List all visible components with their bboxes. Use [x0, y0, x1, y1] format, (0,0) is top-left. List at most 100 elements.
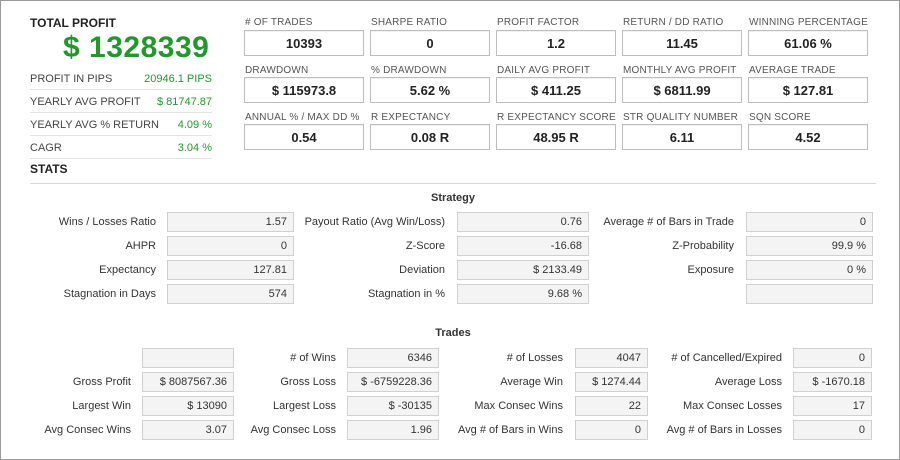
- trade-label: # of Wins: [290, 352, 336, 364]
- trade-label: # of Losses: [506, 352, 563, 364]
- stats-divider: [30, 183, 876, 184]
- summary-value: 20946.1 PIPS: [144, 72, 212, 85]
- trade-label: Max Consec Losses: [682, 400, 782, 412]
- trade-label: Max Consec Wins: [474, 400, 563, 412]
- metric-label: R EXPECTANCY SCORE: [497, 112, 616, 123]
- metric-value: 1.2: [496, 30, 616, 56]
- summary-label: PROFIT IN PIPS: [30, 72, 113, 85]
- metric-label: MONTHLY AVG PROFIT: [623, 65, 737, 76]
- stat-label: Exposure: [687, 264, 734, 276]
- summary-label: YEARLY AVG PROFIT: [30, 95, 141, 108]
- strategy-section-title: Strategy: [430, 192, 476, 204]
- summary-label: YEARLY AVG % RETURN: [30, 118, 159, 131]
- trade-label: Avg Consec Wins: [44, 424, 131, 436]
- metric-value: 6.11: [622, 124, 742, 150]
- metric-value: 5.62 %: [370, 77, 490, 103]
- stat-label: Expectancy: [99, 264, 156, 276]
- stat-value: 99.9 %: [746, 236, 873, 256]
- summary-row-yearly-avg-return: YEARLY AVG % RETURN 4.09 %: [30, 114, 212, 136]
- stat-label: Z-Probability: [672, 240, 734, 252]
- metric-value: $ 6811.99: [622, 77, 742, 103]
- stat-value: 0 %: [746, 260, 873, 280]
- trade-value: $ -1670.18: [793, 372, 872, 392]
- metric-label: R EXPECTANCY: [371, 112, 451, 123]
- total-profit-label: TOTAL PROFIT: [30, 16, 116, 30]
- trade-label: Avg # of Bars in Losses: [666, 424, 782, 436]
- summary-value: 3.04 %: [177, 141, 212, 154]
- stats-title: STATS: [30, 162, 68, 176]
- trade-label: # of Cancelled/Expired: [671, 352, 782, 364]
- stat-label: AHPR: [125, 240, 156, 252]
- trade-value-empty: [142, 348, 234, 368]
- metric-label: RETURN / DD RATIO: [623, 17, 724, 28]
- metric-label: DRAWDOWN: [245, 65, 309, 76]
- metric-value: $ 127.81: [748, 77, 868, 103]
- metric-value: 0.08 R: [370, 124, 490, 150]
- metric-label: # OF TRADES: [245, 17, 313, 28]
- trade-value: 3.07: [142, 420, 234, 440]
- metric-value: 48.95 R: [496, 124, 616, 150]
- metric-value: 61.06 %: [748, 30, 868, 56]
- trade-label: Largest Win: [72, 400, 131, 412]
- metric-value: 4.52: [748, 124, 868, 150]
- stat-value-empty: [746, 284, 873, 304]
- summary-label: CAGR: [30, 141, 62, 154]
- summary-row-cagr: CAGR 3.04 %: [30, 137, 212, 159]
- metric-label: SQN SCORE: [749, 112, 811, 123]
- summary-value: $ 81747.87: [156, 95, 212, 108]
- trade-label: Gross Loss: [280, 376, 336, 388]
- trade-value: 4047: [575, 348, 648, 368]
- stat-label: Stagnation in %: [367, 288, 445, 300]
- metric-value: 10393: [244, 30, 364, 56]
- stat-label: Deviation: [399, 264, 445, 276]
- metric-value: 11.45: [622, 30, 742, 56]
- trade-value: $ 8087567.36: [142, 372, 234, 392]
- stat-value: 0: [167, 236, 294, 256]
- stat-label: Payout Ratio (Avg Win/Loss): [304, 216, 445, 228]
- trade-value: 1.96: [347, 420, 439, 440]
- trade-value: 6346: [347, 348, 439, 368]
- stat-value: 127.81: [167, 260, 294, 280]
- stat-value: 1.57: [167, 212, 294, 232]
- metric-label: ANNUAL % / MAX DD %: [245, 112, 360, 123]
- stat-value: 0: [746, 212, 873, 232]
- metric-value: $ 115973.8: [244, 77, 364, 103]
- stat-value: 574: [167, 284, 294, 304]
- stat-label: Average # of Bars in Trade: [603, 216, 734, 228]
- trade-label: Gross Profit: [72, 376, 131, 388]
- trade-value: $ 13090: [142, 396, 234, 416]
- trade-value: 0: [575, 420, 648, 440]
- metric-label: DAILY AVG PROFIT: [497, 65, 591, 76]
- metric-label: STR QUALITY NUMBER: [623, 112, 739, 123]
- metric-label: % DRAWDOWN: [371, 65, 447, 76]
- trade-value: $ -30135: [347, 396, 439, 416]
- trades-section-title: Trades: [435, 327, 471, 339]
- metric-value: 0: [370, 30, 490, 56]
- stat-value: $ 2133.49: [457, 260, 589, 280]
- summary-row-yearly-avg-profit: YEARLY AVG PROFIT $ 81747.87: [30, 91, 212, 113]
- trade-label: Avg # of Bars in Wins: [458, 424, 563, 436]
- stat-label: Stagnation in Days: [63, 288, 156, 300]
- total-profit-value: $ 1328339: [63, 31, 210, 64]
- metric-value: $ 411.25: [496, 77, 616, 103]
- metric-label: PROFIT FACTOR: [497, 17, 580, 28]
- summary-row-profit-pips: PROFIT IN PIPS 20946.1 PIPS: [30, 68, 212, 90]
- trade-value: $ -6759228.36: [347, 372, 439, 392]
- metric-label: SHARPE RATIO: [371, 17, 448, 28]
- stat-value: -16.68: [457, 236, 589, 256]
- metric-label: WINNING PERCENTAGE: [749, 17, 868, 28]
- trade-value: 0: [793, 348, 872, 368]
- stat-value: 0.76: [457, 212, 589, 232]
- trade-value: 0: [793, 420, 872, 440]
- metric-label: AVERAGE TRADE: [749, 65, 836, 76]
- stat-label: Z-Score: [405, 240, 445, 252]
- trade-label: Avg Consec Loss: [250, 424, 336, 436]
- trade-value: $ 1274.44: [575, 372, 648, 392]
- stat-label: Wins / Losses Ratio: [58, 216, 156, 228]
- trade-value: 22: [575, 396, 648, 416]
- trade-label: Largest Loss: [273, 400, 336, 412]
- stat-value: 9.68 %: [457, 284, 589, 304]
- trade-label: Average Loss: [714, 376, 782, 388]
- metric-value: 0.54: [244, 124, 364, 150]
